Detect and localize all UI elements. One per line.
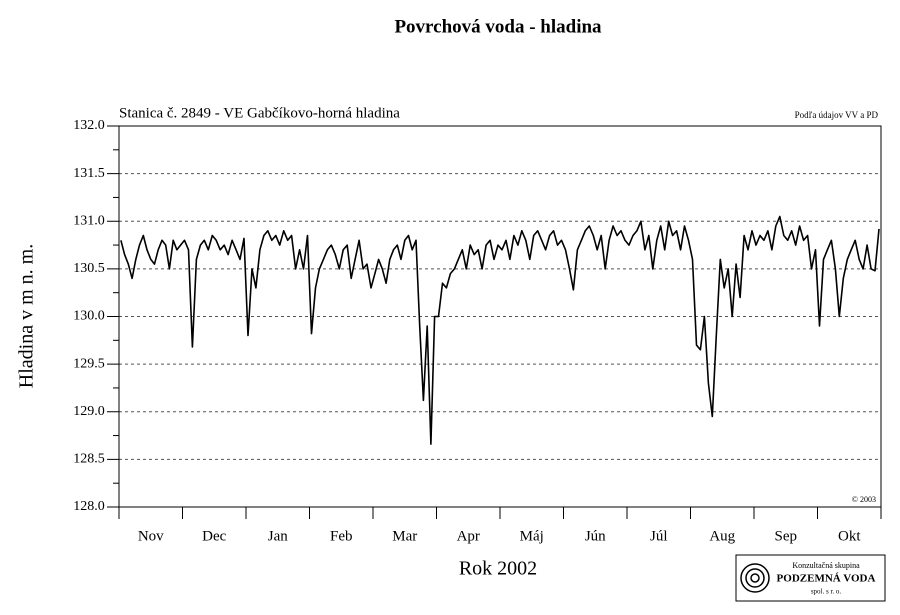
copyright: © 2003: [852, 495, 876, 504]
x-tick-label: Feb: [330, 528, 353, 544]
y-tick-label: 129.5: [73, 356, 105, 371]
logo-box: [735, 554, 886, 602]
source-note: Podľa údajov VV a PD: [795, 110, 879, 120]
x-tick-label: Jan: [268, 528, 288, 544]
y-tick-label: 130.0: [73, 309, 105, 324]
logo: Konzultačná skupina PODZEMNÁ VODA spol. …: [735, 554, 886, 602]
x-tick-label: Okt: [838, 528, 861, 544]
x-tick-label: Apr: [457, 528, 480, 544]
x-axis-label: Rok 2002: [459, 558, 537, 580]
chart-subtitle: Stanica č. 2849 - VE Gabčíkovo-horná hla…: [119, 105, 400, 121]
y-tick-label: 131.5: [73, 166, 105, 181]
data-line: [120, 215, 880, 445]
x-tick-label: Máj: [520, 528, 544, 544]
y-tick-label: 128.5: [73, 452, 105, 467]
x-tick-label: Nov: [138, 528, 164, 544]
y-axis-label: Hladina v m n. m.: [16, 244, 38, 388]
chart-title: Povrchová voda - hladina: [394, 16, 602, 37]
y-tick-label: 128.0: [73, 499, 105, 514]
logo-icon: [740, 563, 770, 593]
x-tick-label: Júl: [650, 528, 668, 544]
logo-text: spol. s r. o.: [811, 588, 842, 596]
y-tick-label: 129.0: [73, 404, 105, 419]
x-tick-label: Sep: [775, 528, 798, 544]
logo-icon: [745, 568, 765, 588]
y-tick-label: 130.5: [73, 261, 105, 276]
x-tick-label: Aug: [709, 528, 735, 544]
y-tick-label: 131.0: [73, 213, 105, 228]
logo-text: Konzultačná skupina: [792, 561, 860, 570]
x-tick-label: Mar: [392, 528, 417, 544]
y-tick-label: 132.0: [73, 118, 105, 133]
x-tick-label: Dec: [202, 528, 226, 544]
logo-text: PODZEMNÁ VODA: [777, 573, 876, 585]
logo-icon: [750, 573, 760, 583]
x-tick-label: Jún: [585, 528, 606, 544]
